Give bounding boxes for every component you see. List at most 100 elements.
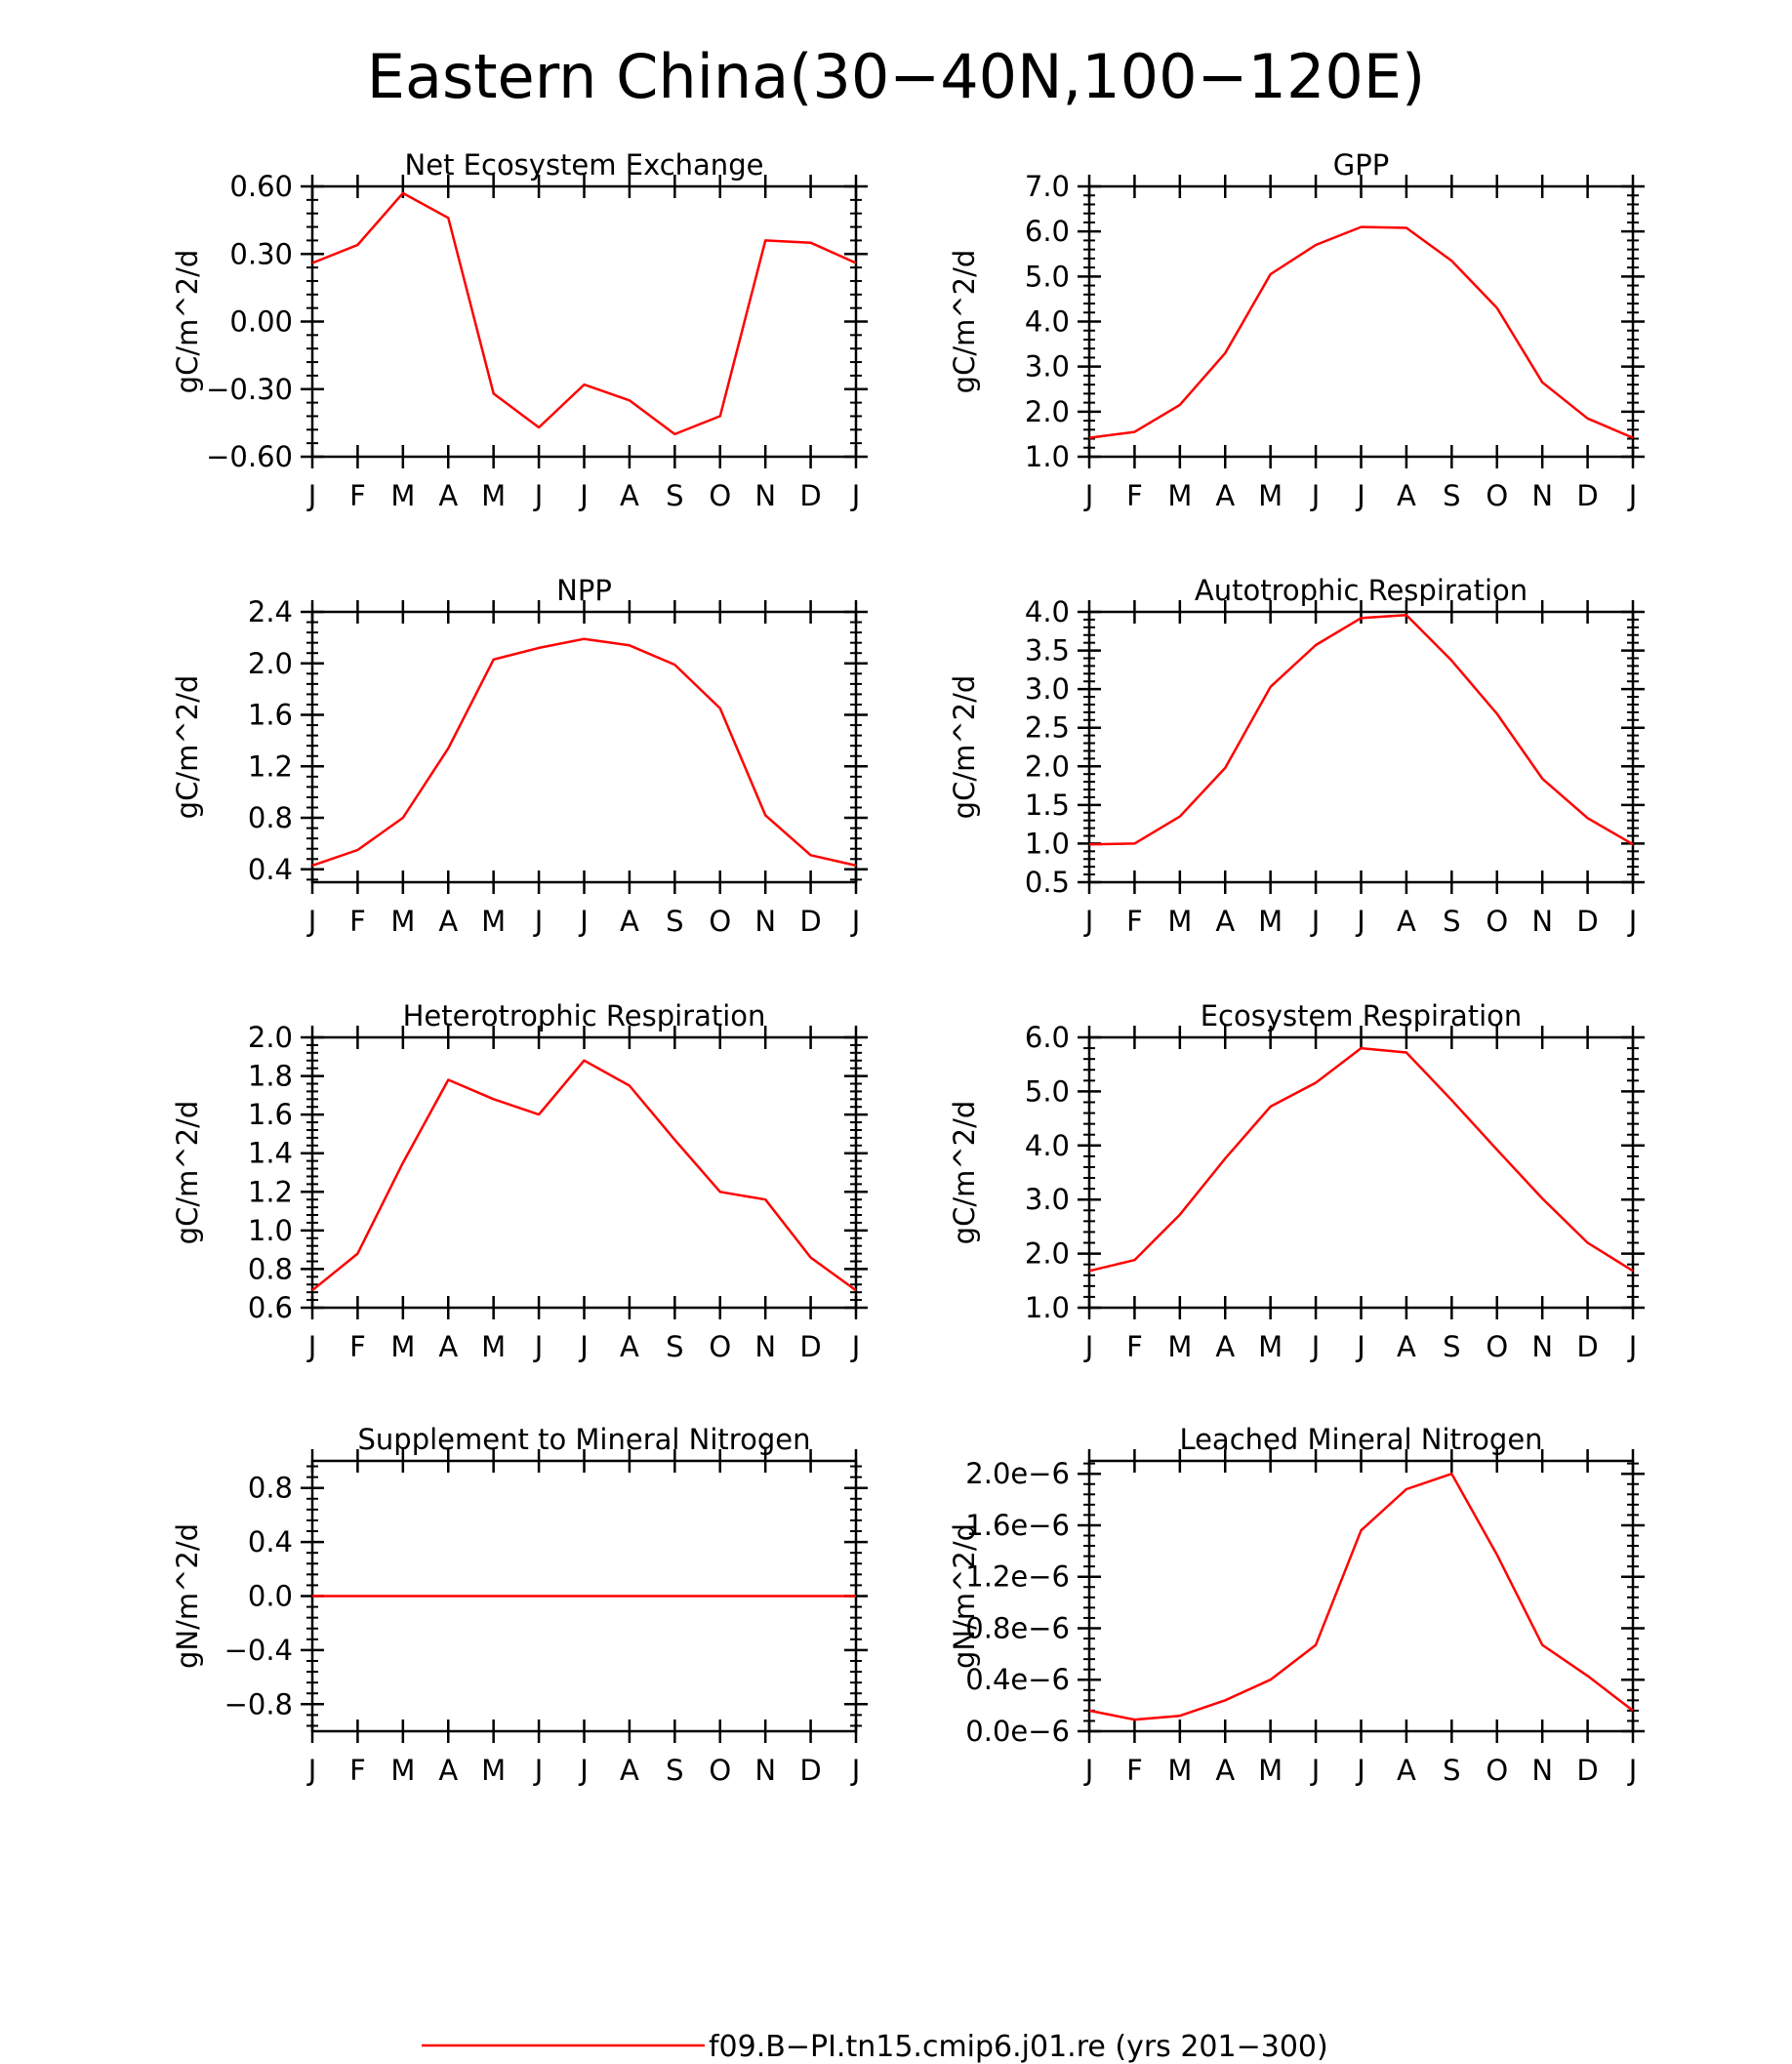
x-tick-label: M <box>390 1330 415 1363</box>
x-tick-label: D <box>1576 905 1598 938</box>
x-tick-label: O <box>1486 1330 1508 1363</box>
x-tick-label: A <box>1397 479 1416 512</box>
x-tick-label: A <box>1397 1330 1416 1363</box>
y-tick-label: 4.0 <box>1025 595 1070 628</box>
chart-panels: Net Ecosystem ExchangegC/m^2/d−0.60−0.30… <box>171 148 1645 1787</box>
x-tick-label: M <box>390 1754 415 1787</box>
x-tick-label: A <box>1397 905 1416 938</box>
y-tick-label: 1.5 <box>1025 789 1070 822</box>
x-tick-label: S <box>1443 1330 1460 1363</box>
x-tick-label: J <box>1355 479 1365 512</box>
x-tick-label: F <box>349 1330 366 1363</box>
y-tick-label: 0.8e−6 <box>965 1611 1070 1644</box>
x-tick-label: D <box>799 1754 821 1787</box>
x-tick-label: O <box>709 1330 731 1363</box>
plot-frame <box>1087 1035 1635 1310</box>
x-tick-label: A <box>438 1330 458 1363</box>
legend: f09.B−PI.tn15.cmip6.j01.re (yrs 201−300) <box>422 2030 1328 2064</box>
x-tick-label: N <box>1531 1754 1553 1787</box>
x-tick-label: M <box>1167 905 1192 938</box>
y-axis-label: gC/m^2/d <box>171 250 204 394</box>
x-tick-label: J <box>533 1754 544 1787</box>
x-tick-label: M <box>1258 905 1283 938</box>
series-line <box>311 191 857 436</box>
x-tick-label: S <box>666 1330 683 1363</box>
y-tick-label: 1.2 <box>248 749 293 783</box>
x-tick-label: J <box>578 479 589 512</box>
chart-panel: Supplement to Mineral NitrogengN/m^2/d−0… <box>171 1423 868 1787</box>
y-tick-label: 1.0 <box>1025 1291 1070 1324</box>
y-tick-label: 4.0 <box>1025 1129 1070 1162</box>
plot-frame <box>310 610 858 884</box>
y-tick-label: 0.6 <box>248 1291 293 1324</box>
x-tick-label: O <box>1486 905 1508 938</box>
x-tick-label: F <box>1126 479 1143 512</box>
plot-frame <box>310 184 858 459</box>
x-tick-label: M <box>390 905 415 938</box>
chart-panel: Heterotrophic RespirationgC/m^2/d0.60.81… <box>171 999 868 1363</box>
x-tick-label: F <box>349 479 366 512</box>
x-tick-label: S <box>1443 1754 1460 1787</box>
series-line <box>311 1059 857 1292</box>
y-tick-label: 1.0 <box>1025 827 1070 860</box>
x-tick-label: J <box>306 905 317 938</box>
y-tick-label: 0.5 <box>1025 866 1070 899</box>
x-tick-label: J <box>850 479 861 512</box>
x-tick-label: A <box>1215 1330 1235 1363</box>
chart-panel: Autotrophic RespirationgC/m^2/d0.51.01.5… <box>948 574 1645 938</box>
series-line <box>1088 225 1634 439</box>
y-tick-label: 2.0 <box>1025 395 1070 428</box>
plot-frame <box>1087 1459 1635 1733</box>
x-tick-label: A <box>1215 1754 1235 1787</box>
x-tick-label: N <box>754 1754 776 1787</box>
x-tick-label: F <box>349 905 366 938</box>
y-tick-label: 6.0 <box>1025 215 1070 248</box>
x-tick-label: D <box>1576 479 1598 512</box>
x-tick-label: M <box>1167 1754 1192 1787</box>
x-tick-label: M <box>1258 1754 1283 1787</box>
y-axis-label: gC/m^2/d <box>948 675 981 820</box>
x-tick-label: N <box>754 479 776 512</box>
x-tick-label: S <box>666 905 683 938</box>
y-tick-label: 2.0 <box>1025 1237 1070 1271</box>
legend-label: f09.B−PI.tn15.cmip6.j01.re (yrs 201−300) <box>709 2030 1328 2064</box>
x-tick-label: M <box>481 1330 506 1363</box>
y-tick-label: 0.4 <box>248 853 293 886</box>
y-tick-label: −0.8 <box>224 1687 293 1720</box>
x-tick-label: J <box>578 905 589 938</box>
x-tick-label: A <box>620 905 639 938</box>
x-tick-label: J <box>1310 1330 1321 1363</box>
x-tick-label: D <box>1576 1330 1598 1363</box>
x-tick-label: J <box>1083 1754 1094 1787</box>
y-tick-label: −0.30 <box>206 373 293 406</box>
x-tick-label: A <box>438 1754 458 1787</box>
x-tick-label: A <box>620 479 639 512</box>
y-tick-label: 3.0 <box>1025 672 1070 706</box>
y-axis-label: gC/m^2/d <box>171 675 204 820</box>
y-tick-label: 0.0e−6 <box>965 1715 1070 1748</box>
y-axis-label: gN/m^2/d <box>171 1523 204 1669</box>
x-tick-label: J <box>1627 1754 1638 1787</box>
x-tick-label: M <box>481 1754 506 1787</box>
y-tick-label: 5.0 <box>1025 260 1070 293</box>
y-tick-label: 1.2 <box>248 1175 293 1208</box>
y-tick-label: 0.00 <box>229 305 293 339</box>
y-tick-label: 4.0 <box>1025 305 1070 339</box>
x-tick-label: J <box>533 905 544 938</box>
y-tick-label: 1.6 <box>248 1098 293 1131</box>
x-tick-label: J <box>533 1330 544 1363</box>
y-tick-label: 1.6e−6 <box>965 1509 1070 1542</box>
x-tick-label: J <box>578 1330 589 1363</box>
x-tick-label: M <box>481 479 506 512</box>
x-tick-label: J <box>306 1330 317 1363</box>
x-tick-label: J <box>1355 905 1365 938</box>
x-tick-label: D <box>799 1330 821 1363</box>
x-tick-label: J <box>306 1754 317 1787</box>
x-tick-label: J <box>850 1330 861 1363</box>
y-tick-label: 2.5 <box>1025 711 1070 745</box>
y-tick-label: 1.0 <box>248 1214 293 1247</box>
x-tick-label: M <box>1258 1330 1283 1363</box>
y-tick-label: 0.60 <box>229 170 293 203</box>
